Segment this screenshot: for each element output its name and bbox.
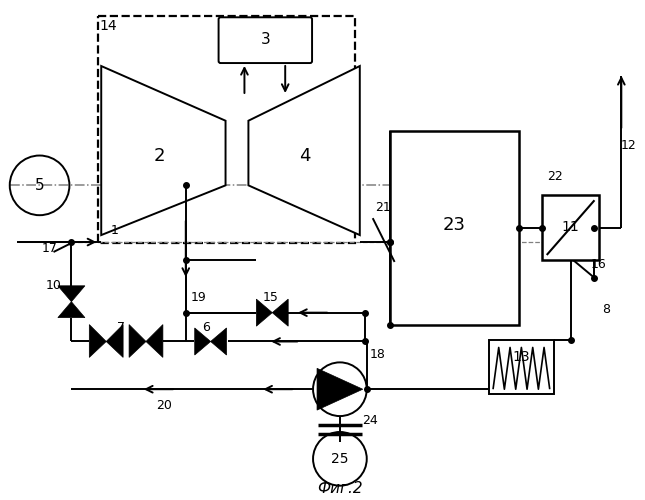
- Text: 8: 8: [602, 303, 610, 316]
- Polygon shape: [317, 368, 362, 410]
- Text: 6: 6: [202, 321, 210, 334]
- Text: 21: 21: [375, 200, 390, 213]
- Text: 9: 9: [335, 382, 344, 396]
- Polygon shape: [58, 302, 85, 318]
- Polygon shape: [248, 66, 360, 235]
- Polygon shape: [101, 66, 226, 235]
- Text: Фиг.2: Фиг.2: [317, 481, 362, 496]
- Polygon shape: [256, 299, 272, 326]
- Text: 2: 2: [153, 146, 164, 164]
- Text: 7: 7: [117, 321, 125, 334]
- Text: 10: 10: [46, 280, 61, 292]
- Text: 4: 4: [299, 146, 311, 164]
- Polygon shape: [211, 328, 226, 355]
- Bar: [542, 196, 599, 260]
- Polygon shape: [89, 324, 106, 358]
- Polygon shape: [272, 299, 288, 326]
- Text: 17: 17: [41, 242, 57, 254]
- Polygon shape: [58, 286, 85, 302]
- FancyBboxPatch shape: [219, 18, 312, 63]
- Polygon shape: [129, 324, 146, 358]
- Text: 18: 18: [370, 348, 386, 361]
- Text: 22: 22: [547, 170, 562, 183]
- Text: 19: 19: [191, 291, 206, 304]
- Text: 15: 15: [263, 291, 278, 304]
- Polygon shape: [106, 324, 123, 358]
- Bar: [489, 340, 553, 394]
- Text: 20: 20: [156, 398, 172, 411]
- Text: 25: 25: [331, 452, 349, 466]
- Text: 23: 23: [442, 216, 466, 234]
- Text: 13: 13: [512, 350, 530, 364]
- Text: 1: 1: [110, 224, 118, 236]
- Text: 14: 14: [99, 19, 117, 33]
- Text: 12: 12: [620, 139, 636, 152]
- Bar: [98, 16, 355, 243]
- Text: 11: 11: [562, 220, 579, 234]
- Text: 5: 5: [35, 178, 45, 193]
- Bar: [390, 130, 519, 324]
- Text: 3: 3: [261, 32, 270, 46]
- Text: 24: 24: [362, 414, 377, 426]
- Polygon shape: [146, 324, 163, 358]
- Text: 16: 16: [591, 258, 606, 272]
- Polygon shape: [195, 328, 211, 355]
